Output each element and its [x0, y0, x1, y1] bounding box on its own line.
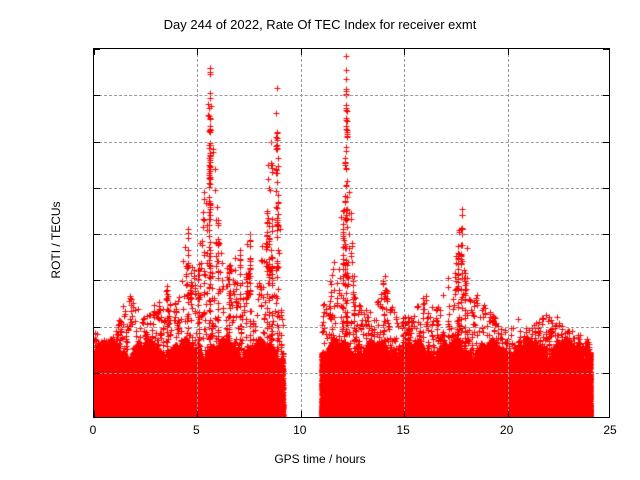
y-gridline: [94, 280, 609, 282]
y-axis-tick: [94, 372, 100, 374]
x-axis-tick: [300, 411, 302, 417]
scatter-data-layer: [94, 49, 609, 417]
y-axis-tick: [603, 95, 609, 97]
plot-area: [93, 48, 610, 418]
y-gridline: [94, 372, 609, 374]
x-axis-tick-label: 15: [396, 423, 410, 437]
y-gridline: [94, 187, 609, 189]
x-axis-tick-label: 10: [293, 423, 307, 437]
chart-title: Day 244 of 2022, Rate Of TEC Index for r…: [163, 17, 477, 32]
y-axis-tick: [94, 280, 100, 282]
x-axis-tick: [94, 411, 95, 417]
x-axis-tick: [507, 49, 509, 55]
y-axis-tick: [94, 141, 100, 143]
x-axis-tick-label: 25: [603, 423, 617, 437]
y-axis-tick: [94, 187, 100, 189]
y-axis-tick: [603, 141, 609, 143]
y-axis-tick: [603, 187, 609, 189]
y-axis-tick: [603, 326, 609, 328]
x-gridline: [197, 49, 199, 417]
y-axis-tick: [94, 49, 100, 50]
y-axis-tick: [94, 326, 100, 328]
x-axis-tick: [507, 411, 509, 417]
y-gridline: [94, 326, 609, 328]
y-axis-tick: [603, 234, 609, 235]
x-axis-tick: [404, 411, 406, 417]
y-axis-title: ROTI / TECUs: [49, 201, 63, 279]
x-axis-tick: [300, 49, 302, 55]
x-gridline: [404, 49, 406, 417]
y-axis-tick: [603, 372, 609, 374]
x-axis-tick: [94, 49, 95, 55]
x-axis-title: GPS time / hours: [274, 452, 366, 466]
y-gridline: [94, 95, 609, 97]
y-axis-tick: [94, 95, 100, 97]
x-axis-tick-label: 5: [193, 423, 200, 437]
x-axis-tick: [197, 49, 199, 55]
x-axis-tick: [404, 49, 406, 55]
y-axis-tick: [603, 49, 609, 50]
y-axis-tick: [94, 234, 100, 235]
x-axis-tick-label: 0: [89, 423, 97, 437]
y-axis-tick: [603, 280, 609, 282]
x-gridline: [507, 49, 509, 417]
x-axis-tick: [197, 411, 199, 417]
y-gridline: [94, 234, 609, 235]
x-gridline: [300, 49, 302, 417]
y-gridline: [94, 141, 609, 143]
x-axis-tick-label: 20: [499, 423, 514, 437]
